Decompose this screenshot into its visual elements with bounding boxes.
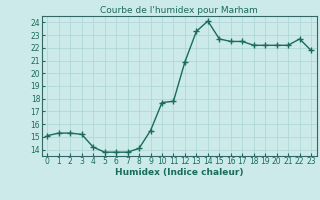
Title: Courbe de l'humidex pour Marham: Courbe de l'humidex pour Marham — [100, 6, 258, 15]
X-axis label: Humidex (Indice chaleur): Humidex (Indice chaleur) — [115, 168, 244, 177]
